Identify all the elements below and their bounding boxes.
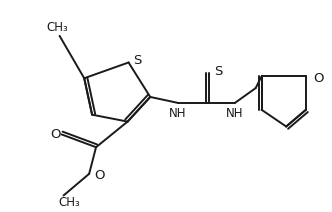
Text: CH₃: CH₃ <box>59 196 80 209</box>
Text: O: O <box>94 169 105 182</box>
Text: NH: NH <box>226 107 244 120</box>
Text: NH: NH <box>169 107 187 120</box>
Text: S: S <box>214 65 223 78</box>
Text: O: O <box>313 72 323 85</box>
Text: O: O <box>50 128 61 141</box>
Text: CH₃: CH₃ <box>47 21 68 35</box>
Text: S: S <box>133 54 142 67</box>
